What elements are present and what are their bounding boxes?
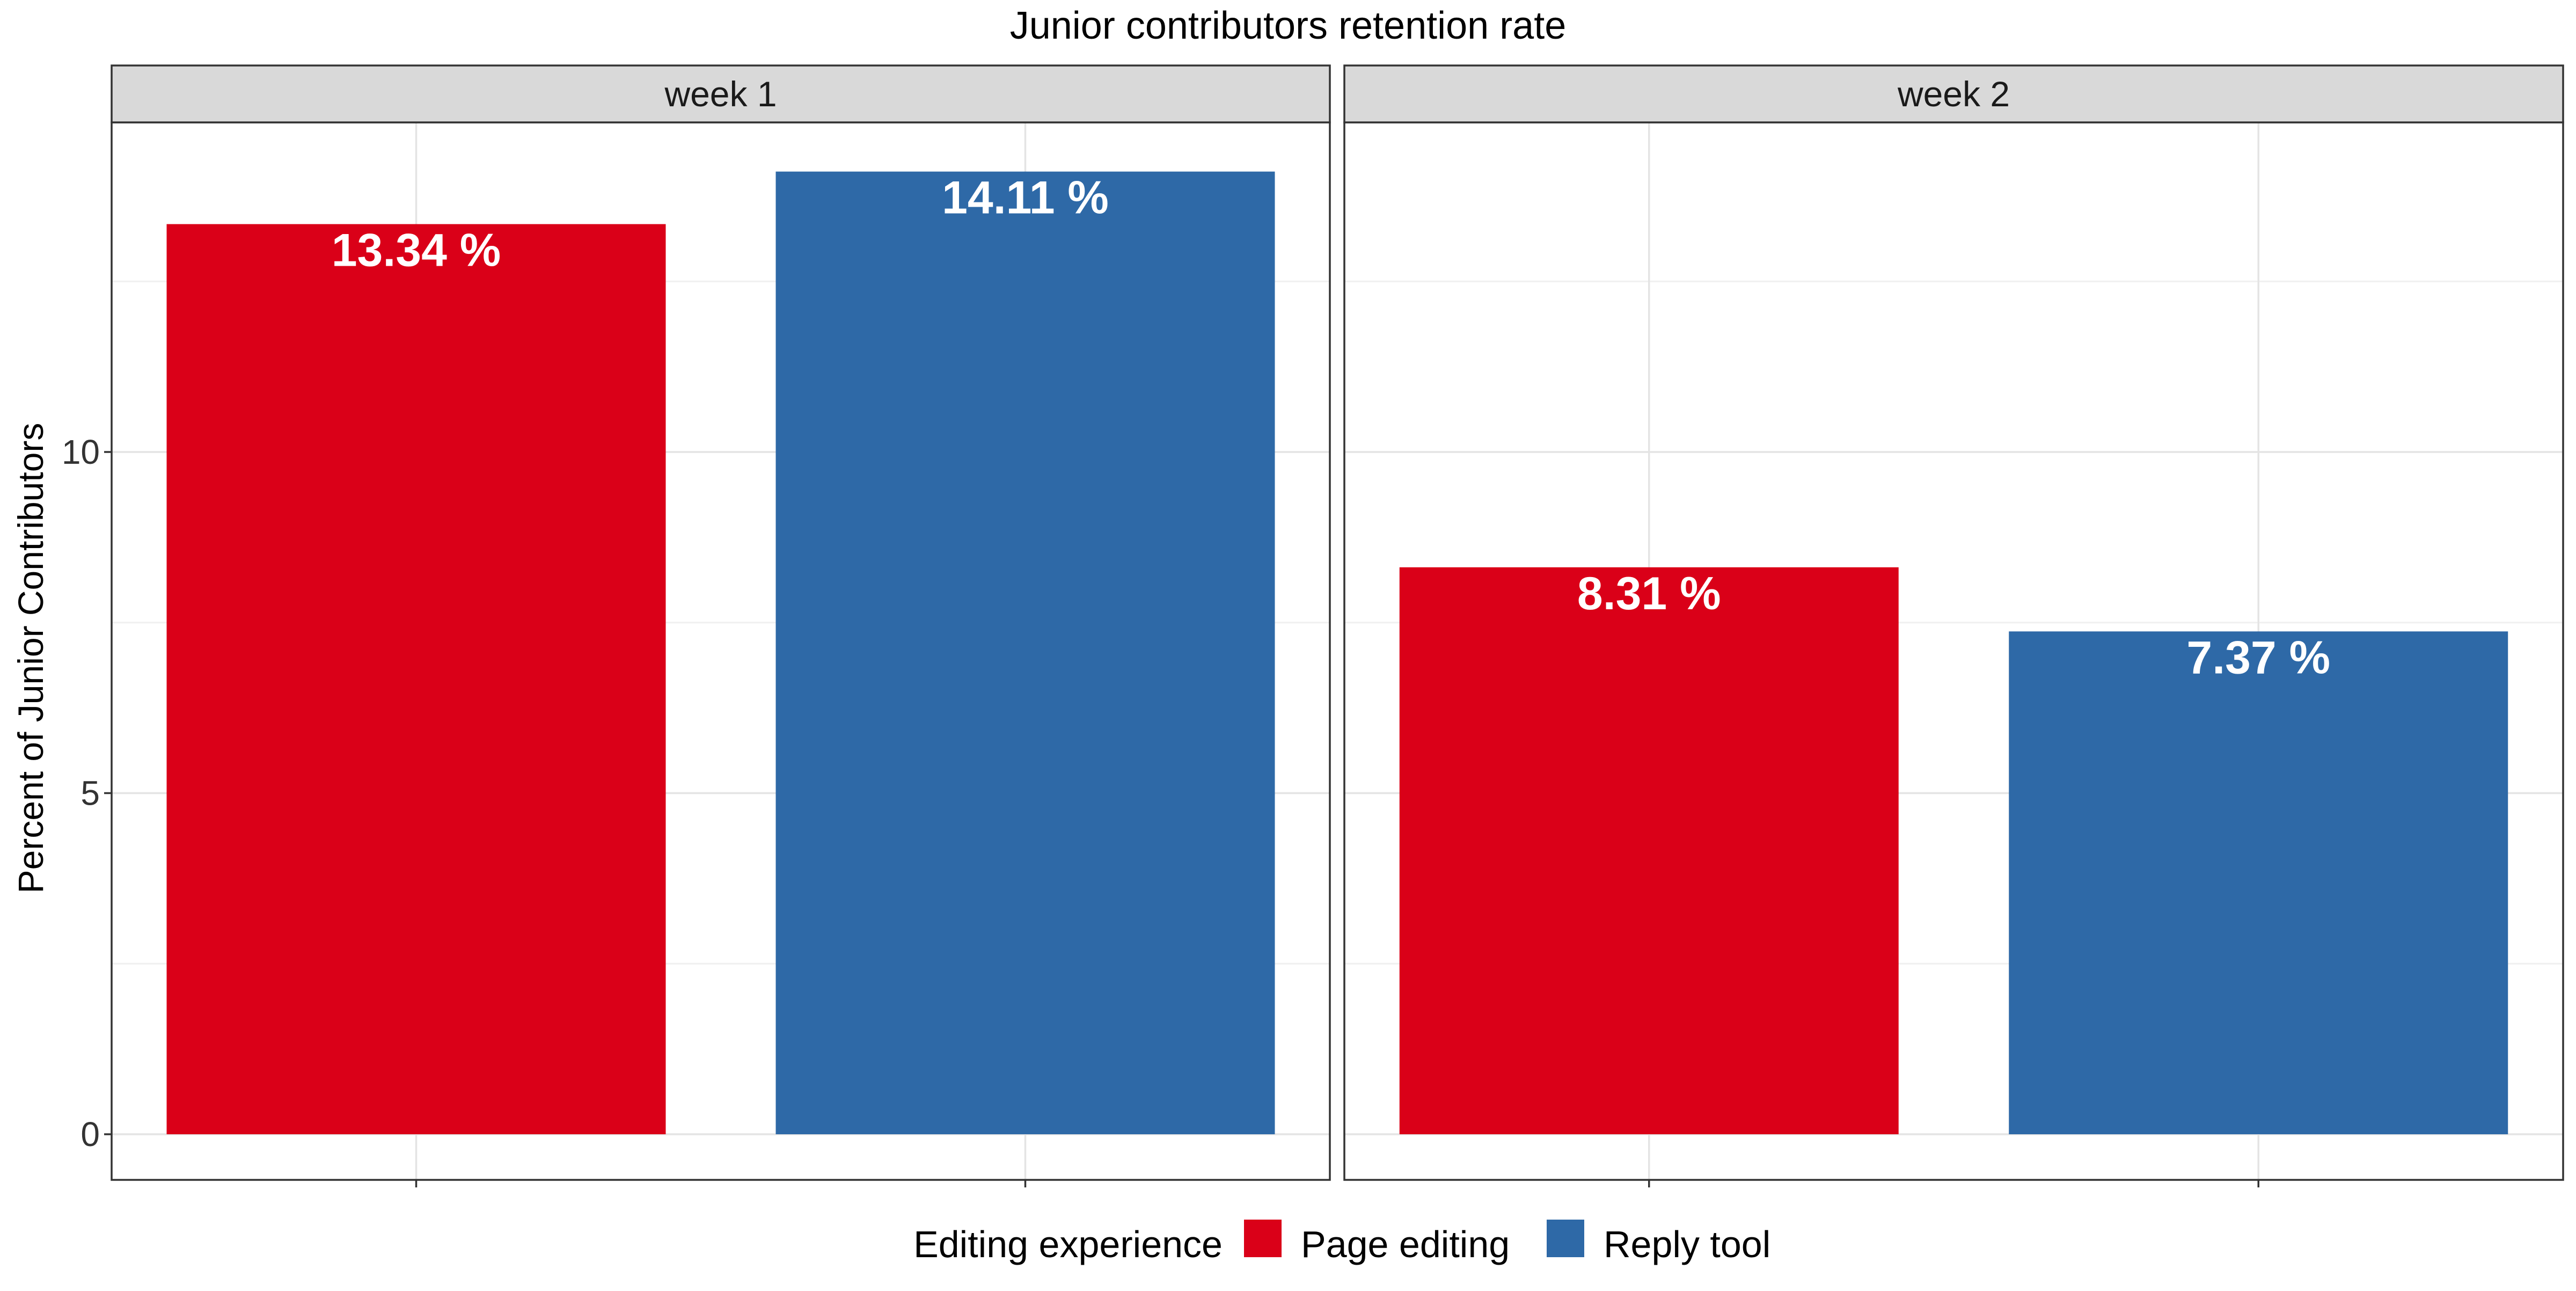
y-tick-label: 5 (80, 774, 100, 813)
bar (2009, 631, 2508, 1134)
legend-items: Page editing Reply tool (1244, 1220, 1770, 1265)
facet-panel: 8.31 % 7.37 % week 2 (1343, 64, 2564, 1187)
bar (775, 171, 1275, 1134)
bar (166, 224, 666, 1135)
legend-label: Page editing (1301, 1223, 1510, 1265)
legend-swatch (1547, 1220, 1584, 1257)
bar-value-label: 8.31 % (1577, 568, 1721, 619)
bar-value-label: 14.11 % (942, 172, 1109, 224)
facet-strip-label: week 1 (664, 74, 777, 114)
bar (1399, 567, 1899, 1134)
legend-swatch (1244, 1220, 1282, 1257)
bar-value-label: 7.37 % (2186, 632, 2330, 683)
facet-strip (1343, 64, 2564, 123)
facet-strip (111, 64, 1331, 123)
y-tick-label: 10 (62, 433, 100, 471)
bar-value-label: 13.34 % (332, 224, 501, 276)
facet-panel: 13.34 % 14.11 % week 1 (111, 64, 1331, 1187)
facet-panels: 13.34 % 14.11 % week 1 8.31 % 7.37 % week 2 (111, 64, 2564, 1187)
y-axis: 0 5 10 (62, 433, 112, 1154)
chart-title: Junior contributors retention rate (1010, 4, 1567, 47)
legend: Editing experience Page editing Reply too… (913, 1220, 1770, 1265)
y-tick-label: 0 (80, 1115, 100, 1154)
y-axis-label: Percent of Junior Contributors (11, 423, 50, 894)
facet-strip-label: week 2 (1897, 74, 2010, 114)
legend-title: Editing experience (913, 1223, 1223, 1265)
legend-label: Reply tool (1604, 1223, 1770, 1265)
